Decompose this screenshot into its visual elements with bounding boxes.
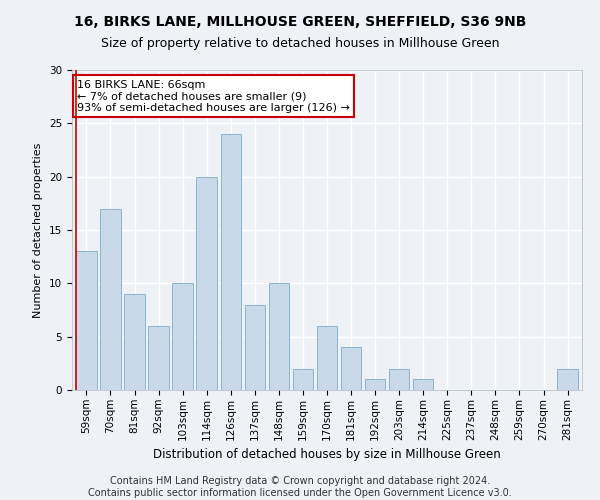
Bar (124, 294, 145, 390)
Text: 16 BIRKS LANE: 66sqm
← 7% of detached houses are smaller (9)
93% of semi-detache: 16 BIRKS LANE: 66sqm ← 7% of detached ho… (77, 80, 350, 113)
Text: Size of property relative to detached houses in Millhouse Green: Size of property relative to detached ho… (101, 38, 499, 51)
Y-axis label: Number of detached properties: Number of detached properties (34, 142, 43, 318)
Bar (172, 284, 193, 390)
Bar (317, 326, 337, 390)
Bar (341, 348, 361, 390)
Bar (245, 304, 265, 390)
Bar (196, 176, 217, 390)
Bar (293, 368, 313, 390)
Bar (557, 368, 578, 390)
Bar (100, 208, 121, 390)
Bar (413, 380, 433, 390)
Bar (76, 252, 97, 390)
Bar (221, 134, 241, 390)
X-axis label: Distribution of detached houses by size in Millhouse Green: Distribution of detached houses by size … (153, 448, 501, 461)
Text: Contains HM Land Registry data © Crown copyright and database right 2024.
Contai: Contains HM Land Registry data © Crown c… (88, 476, 512, 498)
Text: 16, BIRKS LANE, MILLHOUSE GREEN, SHEFFIELD, S36 9NB: 16, BIRKS LANE, MILLHOUSE GREEN, SHEFFIE… (74, 15, 526, 29)
Bar (365, 380, 385, 390)
Bar (389, 368, 409, 390)
Bar (148, 326, 169, 390)
Bar (269, 284, 289, 390)
